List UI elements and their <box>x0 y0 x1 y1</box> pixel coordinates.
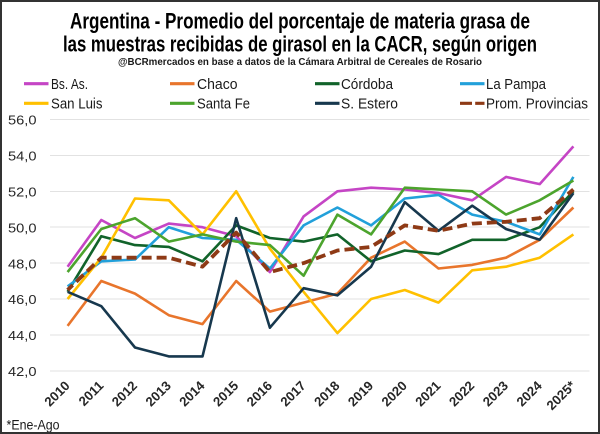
svg-text:Chaco: Chaco <box>197 77 238 93</box>
svg-text:2012: 2012 <box>109 378 140 409</box>
svg-text:50,0: 50,0 <box>8 220 37 235</box>
svg-text:2014: 2014 <box>176 378 208 410</box>
svg-text:2019: 2019 <box>345 378 376 409</box>
svg-text:2017: 2017 <box>277 378 308 409</box>
svg-text:2024: 2024 <box>513 378 545 410</box>
svg-text:2023: 2023 <box>480 378 511 409</box>
svg-text:Córdoba: Córdoba <box>341 77 394 93</box>
svg-text:Bs. As.: Bs. As. <box>51 77 88 93</box>
svg-text:San Luis: San Luis <box>51 97 103 113</box>
svg-text:*Ene-Ago: *Ene-Ago <box>7 418 60 433</box>
svg-text:2015: 2015 <box>210 378 241 409</box>
svg-text:2016: 2016 <box>244 378 275 409</box>
svg-text:2010: 2010 <box>41 378 72 409</box>
svg-text:Santa Fe: Santa Fe <box>197 97 250 113</box>
svg-text:Prom. Provincias: Prom. Provincias <box>486 97 588 113</box>
svg-text:La Pampa: La Pampa <box>486 77 547 93</box>
svg-text:44,0: 44,0 <box>8 328 37 343</box>
svg-text:42,0: 42,0 <box>8 364 37 379</box>
svg-text:54,0: 54,0 <box>8 149 37 164</box>
svg-text:las muestras recibidas de gira: las muestras recibidas de girasol en la … <box>63 32 537 57</box>
svg-text:2018: 2018 <box>311 378 342 409</box>
svg-text:@BCRmercados en base a datos d: @BCRmercados en base a datos de la Cámar… <box>118 57 482 68</box>
svg-text:Argentina - Promedio del porce: Argentina - Promedio del porcentaje de m… <box>70 9 530 34</box>
svg-text:2025*: 2025* <box>544 377 580 413</box>
svg-text:2022: 2022 <box>446 378 477 409</box>
svg-text:52,0: 52,0 <box>8 185 37 200</box>
svg-text:2021: 2021 <box>412 378 443 409</box>
svg-text:2020: 2020 <box>379 378 410 409</box>
svg-text:46,0: 46,0 <box>8 292 37 307</box>
svg-text:48,0: 48,0 <box>8 256 37 271</box>
svg-text:2013: 2013 <box>143 378 174 409</box>
svg-text:S. Estero: S. Estero <box>341 97 398 113</box>
svg-text:2011: 2011 <box>76 378 107 409</box>
svg-text:56,0: 56,0 <box>8 113 37 128</box>
